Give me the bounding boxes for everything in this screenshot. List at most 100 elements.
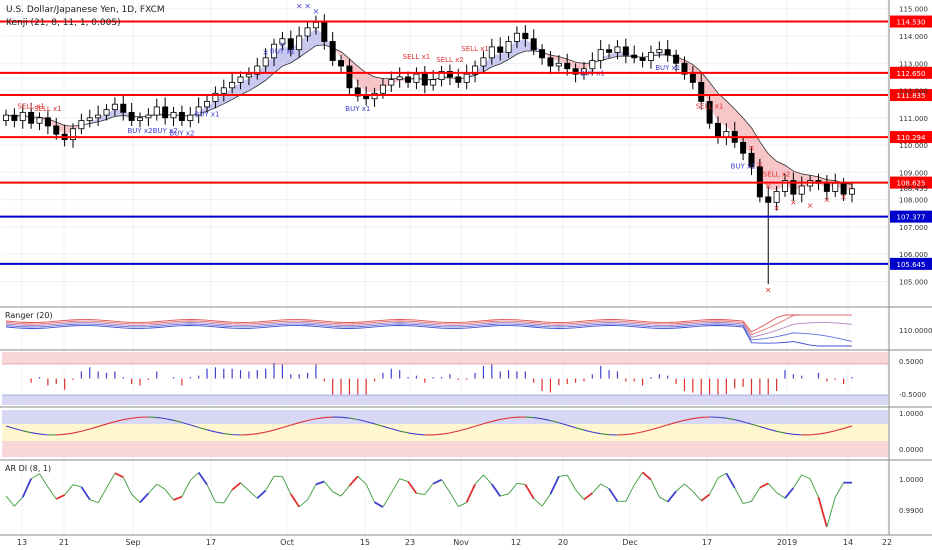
time-tick-label: Dec xyxy=(622,538,637,547)
kenji-band-segment xyxy=(366,72,375,93)
candle-body xyxy=(111,103,118,111)
ardi-segment xyxy=(684,483,694,492)
candle-body xyxy=(70,128,77,141)
x-mark: × xyxy=(748,144,755,153)
time-axis: 13 21 Sep 17 Oct 15 23 Nov 12 20 Dec 17 2019 14 22 xyxy=(17,538,892,547)
candle-body xyxy=(405,76,412,83)
tdi-segment xyxy=(776,430,786,434)
ardi-segment xyxy=(633,472,643,486)
tdi-segment xyxy=(433,433,442,436)
ardi-segment xyxy=(458,502,467,507)
ardi-segment xyxy=(173,495,183,501)
tdi-segment xyxy=(474,423,484,427)
ardi-segment xyxy=(692,491,702,502)
candle-body xyxy=(178,111,185,121)
ardi-segment xyxy=(30,473,40,480)
kenji-band-segment xyxy=(709,82,718,122)
ardi-segment xyxy=(5,495,15,507)
tdi-segment xyxy=(299,419,308,424)
candle-body xyxy=(656,49,663,53)
horizontal-levels[interactable]: 114.530 112.650 111.835 110.294 108.625 107.3… xyxy=(0,15,932,270)
ardi-segment xyxy=(834,482,845,498)
candle-body xyxy=(229,81,236,89)
tdi-segment xyxy=(357,418,367,423)
chart-title: U.S. Dollar/Japanese Yen, 1D, FXCM xyxy=(6,5,165,15)
candle-body xyxy=(187,114,194,121)
candle-body xyxy=(580,68,587,75)
candle-body xyxy=(539,49,546,59)
sell-signal-label: SELL x1 xyxy=(461,45,489,53)
ardi-segment xyxy=(541,493,551,507)
candle-body xyxy=(44,117,51,127)
ardi-segment xyxy=(700,493,711,502)
ardi-segment xyxy=(265,476,275,491)
time-tick-label: Sep xyxy=(125,538,140,547)
tdi-segment xyxy=(751,423,761,428)
candle-body xyxy=(740,141,747,154)
candle-body xyxy=(698,81,705,102)
candle-body xyxy=(706,101,713,124)
ardi-segment xyxy=(382,492,392,508)
ardi-segment xyxy=(72,484,82,488)
candle-body xyxy=(379,84,386,94)
tdi-segment xyxy=(257,431,266,435)
tdi-segment xyxy=(541,418,551,422)
candle-body xyxy=(438,71,445,81)
panel-tick-label: -0.5000 xyxy=(899,391,926,399)
ardi-segment xyxy=(759,482,769,489)
ardi-segment xyxy=(290,493,300,508)
ardi-segment xyxy=(583,492,593,501)
time-tick-label: 13 xyxy=(17,538,27,547)
tdi-segment xyxy=(106,421,116,425)
tdi-segment xyxy=(349,417,358,421)
candle-body xyxy=(279,38,286,45)
candle-body xyxy=(689,73,696,83)
tdi-segment xyxy=(123,417,132,421)
ardi-segment xyxy=(441,479,451,493)
tdi-segment xyxy=(399,430,409,434)
tdi-segment xyxy=(826,430,836,434)
candle-body xyxy=(53,125,60,135)
tdi-segment xyxy=(491,418,501,422)
candle-body xyxy=(321,21,328,42)
ardi-segment xyxy=(282,476,292,495)
candle-body xyxy=(664,49,671,56)
candle-body xyxy=(137,117,144,121)
tdi-segment xyxy=(466,425,476,430)
sell-signal-label: SELL x1 xyxy=(17,102,45,110)
tdi-segment xyxy=(634,431,643,435)
ardi-segment xyxy=(709,477,719,495)
tdi-segment xyxy=(449,430,459,434)
level-price-label: 112.650 xyxy=(897,70,926,78)
x-mark: × xyxy=(757,160,764,169)
candle-body xyxy=(103,109,110,116)
ardi-segment xyxy=(197,471,208,486)
indicator-panels[interactable]: Ranger (20)MSI (10)TDI (13, 21)AR DI (8,… xyxy=(2,311,932,528)
tdi-segment xyxy=(315,417,325,420)
candle-body xyxy=(614,46,621,53)
time-tick-label: 15 xyxy=(360,538,370,547)
ardi-segment xyxy=(114,472,124,478)
ardi-segment xyxy=(734,487,744,504)
tdi-segment xyxy=(223,433,233,436)
candle-body xyxy=(849,188,855,195)
ardi-segment xyxy=(39,473,49,488)
x-mark: × xyxy=(296,2,303,11)
ardi-segment xyxy=(784,487,795,499)
ardi-segment xyxy=(21,478,32,498)
level-price-label: 105.645 xyxy=(897,261,926,269)
ardi-segment xyxy=(248,490,258,499)
tdi-segment xyxy=(215,431,224,435)
ardi-segment xyxy=(549,476,560,495)
tdi-segment xyxy=(793,433,802,436)
panel-title: Ranger (20) xyxy=(5,311,53,320)
candle-body xyxy=(555,62,562,67)
x-mark: × xyxy=(824,195,831,204)
tdi-segment xyxy=(717,416,727,419)
tdi-segment xyxy=(441,432,451,435)
tdi-segment xyxy=(340,416,350,419)
tdi-segment xyxy=(190,424,199,428)
price-tick-label: 108.000 xyxy=(899,197,928,205)
